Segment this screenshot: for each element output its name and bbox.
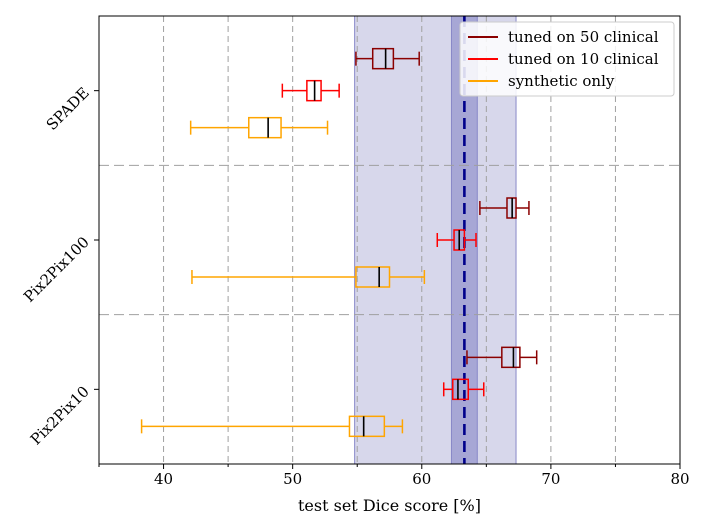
legend-label: synthetic only <box>508 72 615 90</box>
legend-label: tuned on 10 clinical <box>508 50 659 68</box>
box-spade-synthetic-only <box>189 116 329 139</box>
x-axis-ticks: 40 50 60 70 80 <box>98 464 690 488</box>
x-tick-label: 70 <box>541 470 560 488</box>
box-series <box>140 47 538 438</box>
group-separators <box>99 164 680 316</box>
box-pix2pix10-tuned-on-50-clinical <box>466 346 538 369</box>
legend-frame <box>459 21 675 97</box>
box-pix2pix10-synthetic-only <box>140 415 404 438</box>
legend-label: tuned on 50 clinical <box>508 28 659 46</box>
box-pix2pix100-tuned-on-10-clinical <box>436 229 477 251</box>
x-tick-label: 60 <box>412 470 431 488</box>
box-iqr <box>355 266 391 288</box>
x-tick-label: 40 <box>154 470 173 488</box>
box-iqr <box>348 415 386 438</box>
y-axis-ticks: SPADE Pix2Pix100 Pix2Pix10 <box>20 84 99 448</box>
box-pix2pix10-tuned-on-10-clinical <box>442 378 485 401</box>
y-tick-label: Pix2Pix10 <box>27 382 93 448</box>
y-tick-label: Pix2Pix100 <box>20 233 93 306</box>
legend: tuned on 50 clinical tuned on 10 clinical… <box>459 21 675 97</box>
x-tick-label: 50 <box>283 470 302 488</box>
box-iqr <box>452 378 470 401</box>
x-axis-label: test set Dice score [%] <box>298 496 481 515</box>
box-spade-tuned-on-50-clinical <box>355 47 420 70</box>
y-tick-label: SPADE <box>43 84 93 134</box>
box-iqr <box>371 47 395 70</box>
x-tick-label: 80 <box>670 470 689 488</box>
box-iqr <box>248 116 282 139</box>
box-pix2pix100-tuned-on-50-clinical <box>479 197 530 219</box>
box-pix2pix100-synthetic-only <box>191 266 426 288</box>
box-iqr <box>501 346 521 369</box>
box-spade-tuned-on-10-clinical <box>281 79 340 102</box>
